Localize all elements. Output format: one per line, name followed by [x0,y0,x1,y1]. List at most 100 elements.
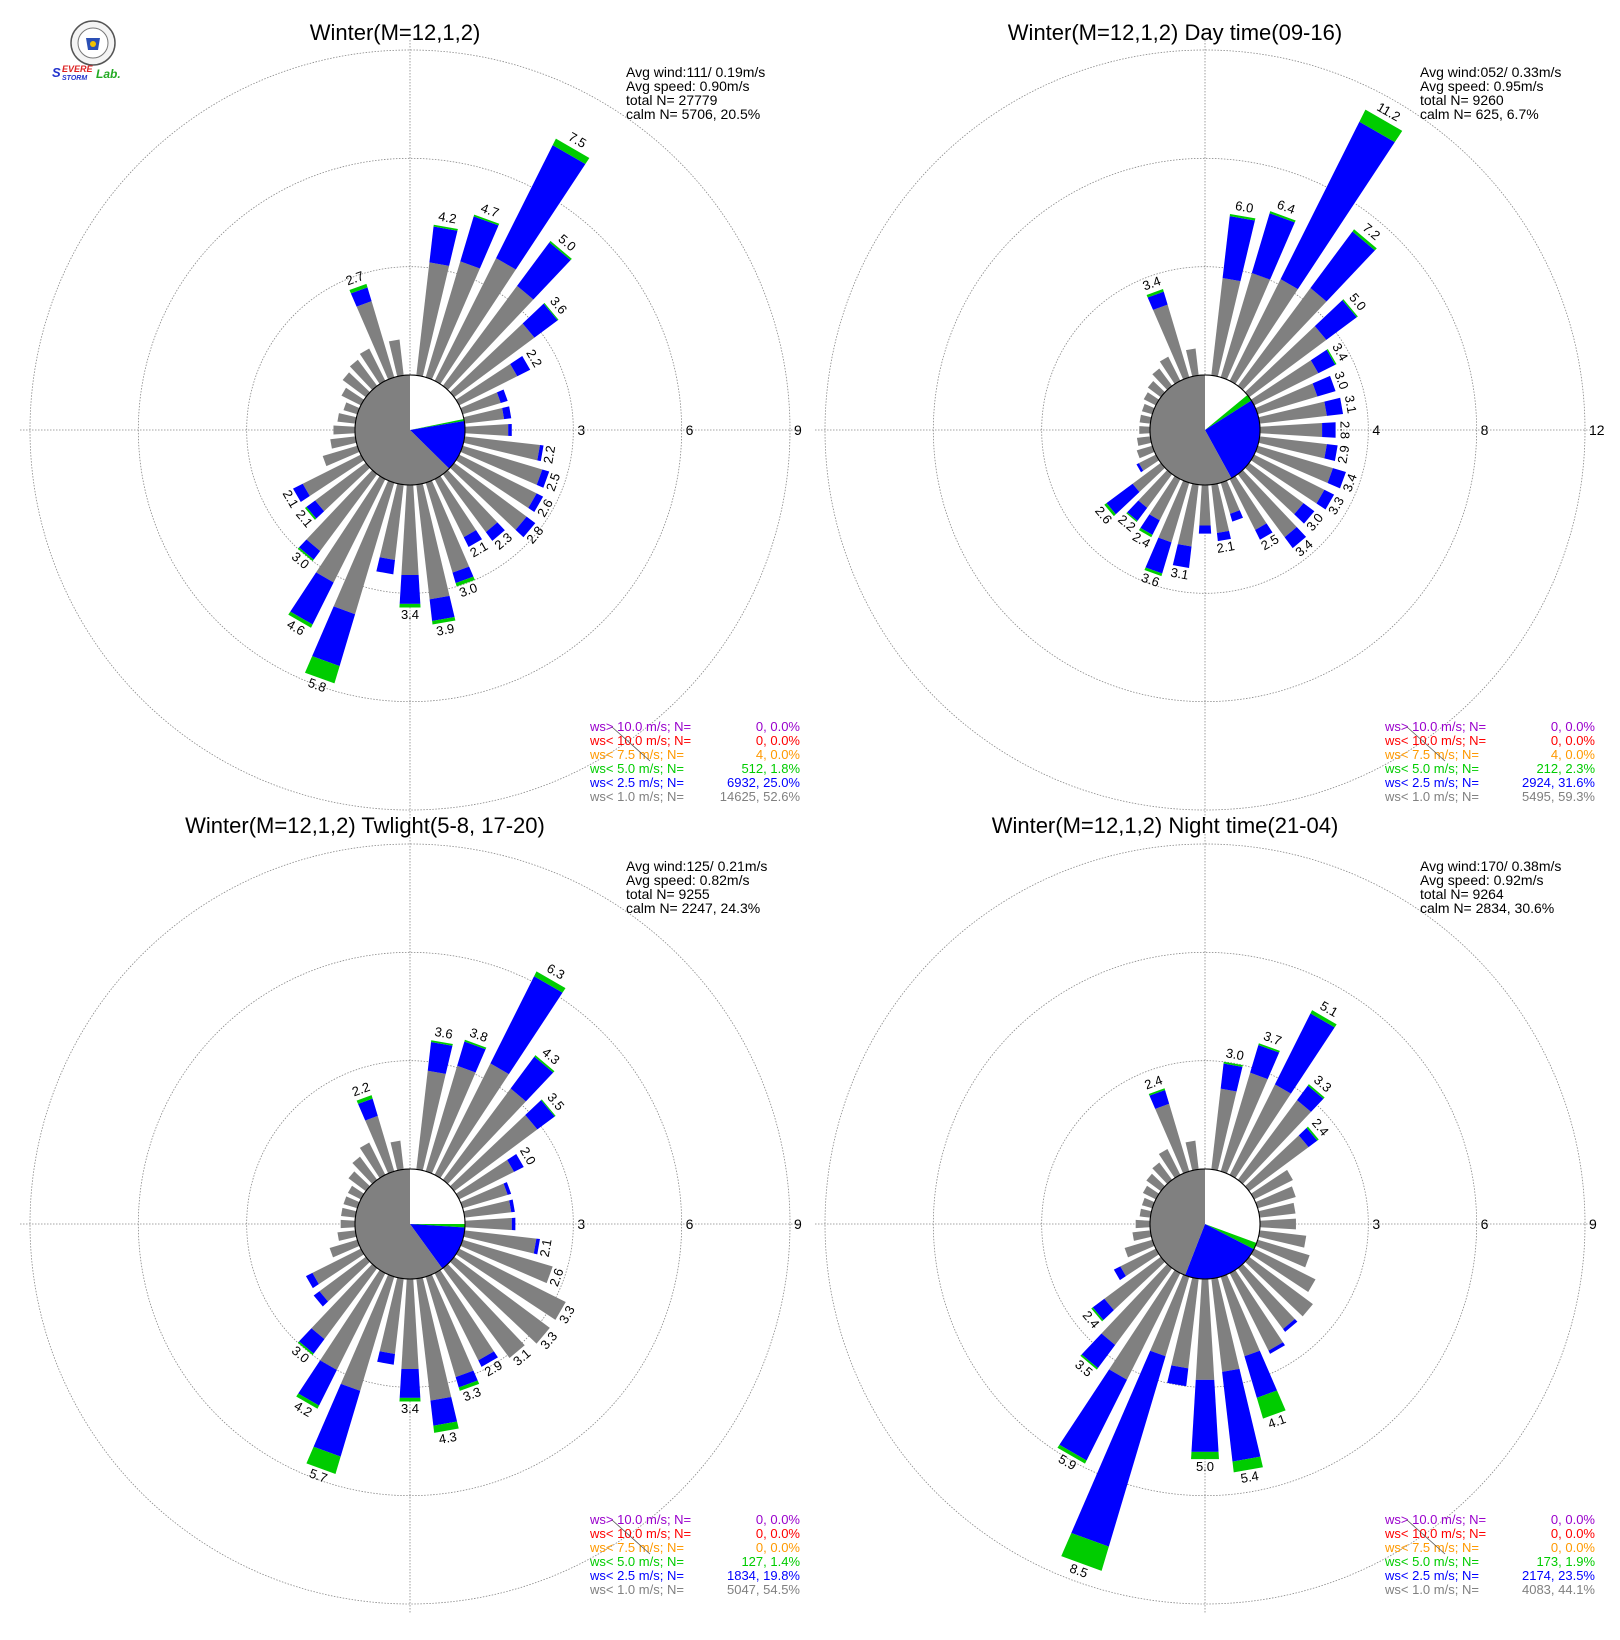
bar-segment-calm-lt1 [1152,368,1173,391]
bar-segment-calm-lt1 [1211,483,1230,534]
bar-segment-lt2_5 [1327,468,1346,489]
bar-segment-lt2_5 [1251,213,1295,280]
direction-bar-290 [343,402,360,415]
grid-ring [29,843,791,1605]
bar-segment-lt2_5 [515,516,536,538]
bar-segment-calm-lt1 [1141,403,1155,415]
legend-label: ws< 10.0 m/s; N= [1384,1526,1486,1541]
bar-segment-calm-lt1 [359,348,386,385]
bar-segment-calm-lt1 [1158,480,1190,543]
legend-label: ws< 10.0 m/s; N= [589,733,691,748]
bar-segment-lt2_5 [533,1238,540,1255]
direction-bar-250 [329,1239,360,1258]
bar-label: 3.4 [1141,273,1163,293]
bar-segment-calm-lt1 [1153,304,1190,380]
bar-segment-lt5 [1148,1088,1166,1096]
bar-segment-lt5 [473,214,500,226]
bar-segment-calm-lt1 [1255,383,1318,415]
direction-bar-190 [376,483,404,575]
bar-segment-calm-lt1 [352,1156,378,1185]
legend-value: 212, 2.3% [1536,761,1595,776]
bar-segment-calm-lt1 [1132,1230,1152,1241]
direction-bar-340: 2.2 [350,1079,395,1174]
bar-segment-lt2_5 [490,976,563,1075]
bar-label: 2.2 [350,1079,372,1099]
calm-slice-green [410,1224,465,1228]
bar-segment-lt2_5 [1283,1319,1298,1332]
bar-segment-lt2_5 [485,522,505,541]
bar-segment-calm-lt1 [312,1248,365,1285]
legend-value: 0, 0.0% [1551,733,1596,748]
bar-label: 5.7 [307,1465,329,1485]
bar-segment-calm-lt1 [1220,272,1271,380]
legend-label: ws< 1.0 m/s; N= [589,789,684,804]
direction-bar-320 [1152,368,1173,391]
bar-segment-lt2_5 [1220,1063,1243,1092]
direction-bar-50: 5.0 [1244,290,1369,398]
bar-segment-lt5 [296,1393,320,1409]
bar-segment-calm-lt1 [1142,1185,1160,1200]
bar-segment-calm-lt1 [434,1269,494,1361]
legend-label: ws< 1.0 m/s; N= [589,1582,684,1597]
direction-bar-40: 7.2 [1237,220,1383,391]
bar-segment-lt2_5 [452,566,474,584]
calm-slice-grey [1150,1169,1205,1276]
bar-segment-calm-lt1 [460,445,543,485]
bar-segment-lt2_5 [508,423,512,437]
bar-segment-lt5 [1146,289,1164,298]
direction-bar-270 [1139,426,1151,434]
bar-segment-lt5 [541,1099,556,1117]
bar-segment-lt5 [433,1421,459,1433]
bar-segment-calm-lt1 [455,1248,566,1320]
direction-bar-340: 3.4 [1141,273,1190,380]
bar-segment-calm-lt1 [460,1183,508,1209]
direction-bar-70 [460,1182,512,1209]
legend-value: 4, 0.0% [1551,747,1596,762]
bar-segment-lt5 [1269,211,1296,223]
bar-segment-lt2_5 [502,406,512,420]
bar-segment-lt5 [464,1039,487,1050]
direction-bar-180 [1198,484,1212,534]
calm-slice-grey [355,1169,443,1279]
bar-segment-calm-lt1 [306,469,378,551]
bar-segment-lt2_5 [496,145,586,270]
bar-segment-lt2_5 [1324,444,1338,461]
calm-circle-outline [1149,1168,1261,1280]
bar-segment-calm-lt1 [343,1196,360,1209]
direction-bar-20: 6.4 [1220,197,1297,380]
bar-segment-calm-lt1 [425,261,480,380]
legend-label: ws> 10.0 m/s; N= [1384,719,1486,734]
bar-segment-calm-lt1 [1244,326,1327,398]
bar-segment-calm-lt1 [455,363,518,406]
direction-bar-200: 5.8 [304,480,395,695]
stats-box: Avg wind:111/ 0.19m/s Avg speed: 0.90m/s… [626,64,765,122]
bar-segment-lt5 [431,1040,453,1046]
direction-bar-250 [1124,1239,1155,1258]
direction-bar-90 [1259,1218,1296,1230]
legend-value: 0, 0.0% [756,1526,801,1541]
ring-label: 12 [1589,422,1605,438]
bar-segment-lt2_5 [1172,544,1192,569]
calm-slice-blue [410,1224,465,1269]
direction-bar-30: 5.1 [1229,998,1341,1179]
direction-bar-300 [1143,392,1160,406]
bar-segment-calm-lt1 [442,1088,526,1185]
bar-segment-lt5 [1223,1061,1243,1067]
legend-strike [1406,726,1446,762]
svg-text:STORM: STORM [62,75,87,82]
bar-segment-calm-lt1 [320,1269,386,1371]
calm-slice-blue [1185,1224,1254,1279]
bar-segment-calm-lt1 [416,483,450,600]
bar-label: 3.9 [435,621,455,639]
direction-bar-130 [1244,1256,1313,1317]
bar-segment-calm-lt1 [340,1219,356,1229]
bar-label: 3.1 [1342,394,1360,414]
bar-segment-calm-lt1 [1258,436,1327,459]
direction-bar-310 [1147,381,1166,398]
bar-segment-calm-lt1 [337,1230,357,1241]
bar-segment-calm-lt1 [1147,381,1166,398]
bar-segment-calm-lt1 [379,483,404,560]
direction-bar-330 [1158,1148,1181,1179]
bar-segment-lt2_5 [1268,1342,1285,1354]
